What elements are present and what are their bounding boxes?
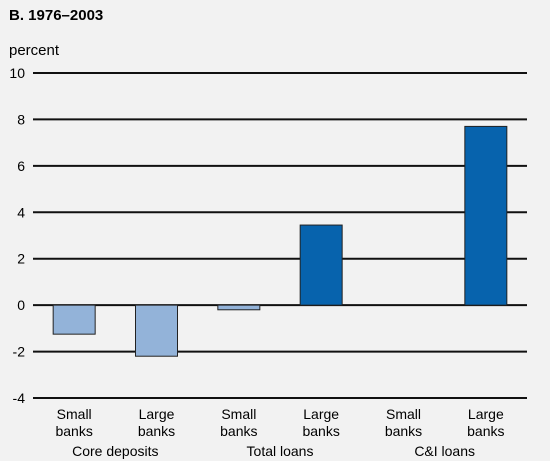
group-label: Core deposits (72, 443, 158, 459)
y-tick-labels: 10 8 6 4 2 0 -2 -4 (9, 65, 25, 406)
y-tick-label: 2 (17, 251, 25, 267)
category-label-line1: Small (221, 406, 256, 422)
gridlines (33, 72, 527, 399)
y-tick-label: -4 (13, 390, 26, 406)
category-label-line1: Large (303, 406, 339, 422)
y-tick-label: 10 (9, 65, 25, 81)
category-label-line1: Small (57, 406, 92, 422)
y-axis-label: percent (9, 42, 60, 59)
bar-5 (464, 125, 508, 306)
category-label-line2: banks (220, 423, 257, 439)
category-label-line2: banks (55, 423, 92, 439)
bar-3 (299, 224, 343, 306)
y-tick-label: 0 (17, 297, 25, 313)
category-label-line2: banks (138, 423, 175, 439)
y-tick-label: -2 (13, 344, 26, 360)
group-label: Total loans (247, 443, 314, 459)
category-label-line1: Large (468, 406, 504, 422)
category-label-line2: banks (467, 423, 504, 439)
chart-title: B. 1976–2003 (9, 7, 103, 24)
category-label-line1: Large (139, 406, 175, 422)
group-label: C&I loans (414, 443, 475, 459)
category-label-line2: banks (385, 423, 422, 439)
bars (52, 125, 508, 357)
category-labels: SmallbanksLargebanksSmallbanksLargebanks… (55, 406, 504, 439)
y-tick-label: 4 (17, 204, 25, 220)
bar-1 (135, 304, 178, 357)
bar-2 (217, 304, 261, 311)
category-label-line2: banks (302, 423, 339, 439)
category-label-line1: Small (386, 406, 421, 422)
bar-0 (52, 304, 96, 335)
y-tick-label: 6 (17, 158, 25, 174)
y-tick-label: 8 (17, 111, 25, 127)
group-labels: Core deposits Total loans C&I loans (72, 443, 475, 459)
